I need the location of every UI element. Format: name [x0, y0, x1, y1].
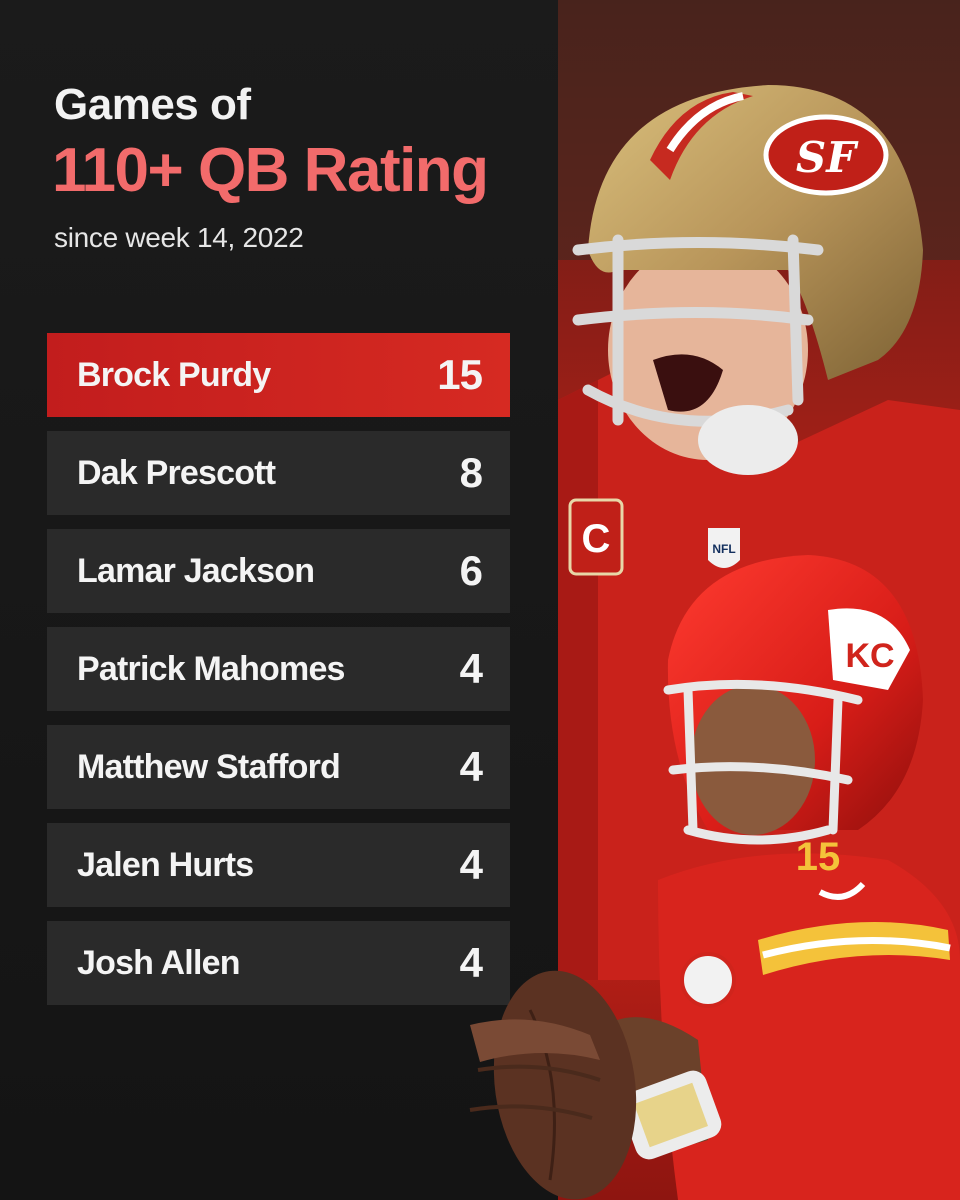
ranking-list: Brock Purdy 15 Dak Prescott 8 Lamar Jack… [47, 333, 510, 1019]
swoosh-icon [818, 881, 866, 900]
title-line-1: Games of [54, 80, 251, 129]
sf-helmet: SF [588, 85, 923, 380]
jersey-number: 15 [796, 835, 841, 879]
player-photo: C NFL SF KC [558, 0, 960, 1200]
games-count: 8 [459, 449, 483, 496]
left-panel: Games of 110+ QB Rating since week 14, 2… [0, 0, 558, 1200]
player-name: Josh Allen [77, 944, 240, 982]
player-name: Matthew Stafford [77, 748, 341, 786]
ranking-row: Matthew Stafford 4 [47, 725, 510, 809]
svg-text:C: C [582, 517, 611, 561]
games-count: 4 [459, 743, 483, 790]
games-count: 4 [459, 841, 483, 888]
games-count: 4 [459, 645, 483, 692]
svg-text:KC: KC [845, 637, 894, 675]
games-count: 4 [459, 939, 483, 986]
player-name: Brock Purdy [77, 356, 271, 394]
ranking-row: Jalen Hurts 4 [47, 823, 510, 907]
facemask-kc [663, 679, 863, 845]
ranking-row: Patrick Mahomes 4 [47, 627, 510, 711]
svg-text:NFL: NFL [712, 542, 735, 556]
nfl-shield-icon: NFL [708, 528, 740, 568]
ranking-row: Dak Prescott 8 [47, 431, 510, 515]
player-name: Dak Prescott [77, 454, 276, 492]
ranking-row: Lamar Jackson 6 [47, 529, 510, 613]
svg-text:SF: SF [796, 133, 859, 182]
title-line-2: 110+ QB Rating [52, 136, 489, 205]
quarterbacks-illustration: C NFL SF KC [558, 0, 960, 1200]
ranking-row: Brock Purdy 15 [47, 333, 510, 417]
player-name: Lamar Jackson [77, 552, 315, 590]
subtitle: since week 14, 2022 [54, 222, 304, 253]
captain-patch: C [568, 498, 624, 576]
player-name: Patrick Mahomes [77, 650, 345, 688]
ranking-row: Josh Allen 4 [47, 921, 510, 1005]
player-name: Jalen Hurts [77, 846, 254, 884]
facemask [572, 234, 824, 427]
games-count: 15 [437, 351, 483, 398]
patch-icon [680, 952, 736, 1008]
games-count: 6 [459, 547, 483, 594]
